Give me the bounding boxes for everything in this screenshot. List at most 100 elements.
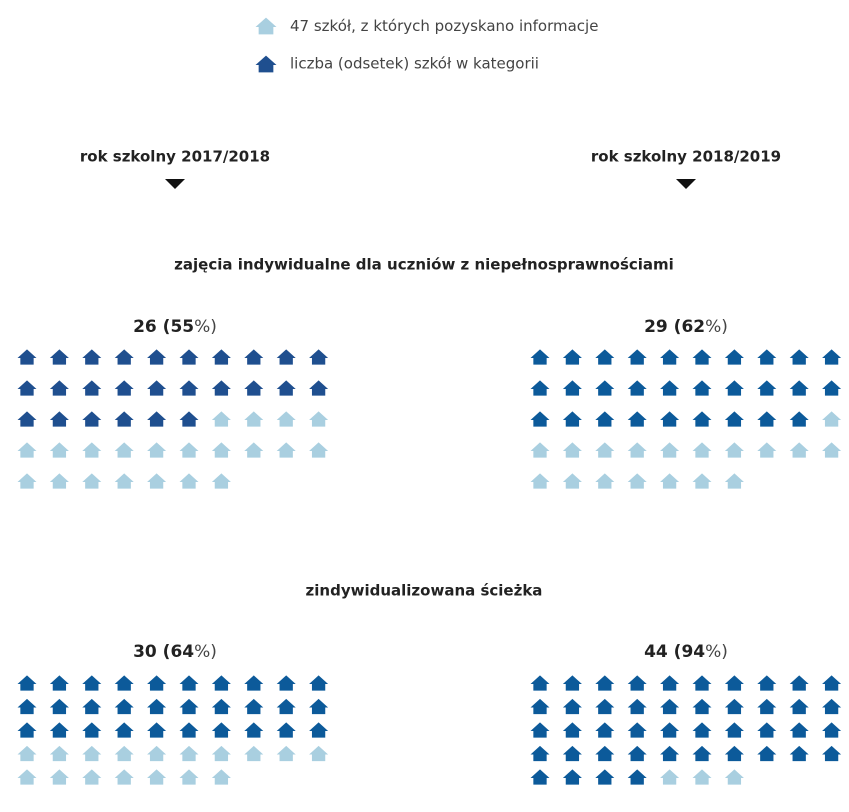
school-icon [17, 380, 37, 396]
school-icon [211, 698, 231, 715]
school-icon [562, 349, 582, 365]
school-icon [789, 722, 809, 738]
school-icon [595, 745, 615, 762]
school-icon [244, 349, 264, 365]
year-header: rok szkolny 2017/2018 [80, 148, 270, 166]
school-icon [660, 473, 680, 489]
panel-label: 26 (55%) [133, 317, 217, 337]
school-icon [724, 722, 744, 738]
school-icon [147, 769, 167, 785]
school-icon [49, 722, 69, 738]
school-icon [692, 411, 712, 427]
school-icon [724, 442, 744, 458]
school-icon [17, 722, 37, 738]
school-icon [114, 411, 134, 427]
school-icon [49, 442, 69, 458]
arrow [676, 179, 696, 189]
percent: 55 [170, 317, 194, 337]
school-icon [530, 675, 550, 691]
school-icon [595, 769, 615, 785]
school-icon [692, 698, 712, 715]
paren: ) [210, 317, 217, 337]
school-icon [724, 473, 744, 489]
school-icon [562, 745, 582, 762]
school-icon [82, 769, 102, 785]
school-icon [114, 473, 134, 489]
school-icon [244, 675, 264, 691]
school-icon [822, 380, 842, 396]
school-icon [789, 442, 809, 458]
school-icon [309, 675, 329, 691]
school-icon [114, 698, 134, 715]
school-icon [276, 745, 296, 762]
school-icon [49, 675, 69, 691]
school-icon [179, 349, 199, 365]
school-icon [147, 698, 167, 715]
school-icon [82, 349, 102, 365]
school-icon [244, 698, 264, 715]
school-icon [17, 745, 37, 762]
paren: ( [668, 317, 682, 337]
school-icon [114, 349, 134, 365]
school-icon [276, 698, 296, 715]
school-icon [82, 380, 102, 396]
school-icon [724, 745, 744, 762]
school-icon [530, 698, 550, 715]
school-icon [147, 675, 167, 691]
count: 29 [644, 317, 668, 337]
school-icon [276, 380, 296, 396]
school-icon [724, 675, 744, 691]
school-icon [789, 675, 809, 691]
percent-sign: % [194, 317, 210, 337]
school-icon [627, 698, 647, 715]
count: 44 [644, 642, 668, 662]
paren: ( [157, 642, 171, 662]
school-icon [179, 442, 199, 458]
school-icon [822, 722, 842, 738]
school-icon [822, 442, 842, 458]
count: 26 [133, 317, 157, 337]
count: 30 [133, 642, 157, 662]
school-icon [562, 769, 582, 785]
school-icon [660, 349, 680, 365]
school-icon [17, 442, 37, 458]
school-icon [309, 442, 329, 458]
school-icon [49, 769, 69, 785]
school-icon [17, 473, 37, 489]
school-icon [244, 745, 264, 762]
school-icon [595, 411, 615, 427]
school-icon [692, 745, 712, 762]
school-icon [147, 745, 167, 762]
school-icon [595, 349, 615, 365]
school-icon [17, 349, 37, 365]
school-icon [692, 769, 712, 785]
percent-sign: % [705, 317, 721, 337]
year-header: rok szkolny 2018/2019 [591, 148, 781, 166]
school-icon [660, 675, 680, 691]
school-icon [147, 349, 167, 365]
percent-sign: % [194, 642, 210, 662]
school-icon [724, 769, 744, 785]
school-icon [627, 473, 647, 489]
school-icon [692, 380, 712, 396]
school-icon [562, 722, 582, 738]
school-icon [692, 675, 712, 691]
school-icon [627, 769, 647, 785]
section-title: zajęcia indywidualne dla uczniów z niepe… [174, 256, 674, 274]
panel-label: 30 (64%) [133, 642, 217, 662]
legend-total-number: 47 [290, 17, 309, 35]
school-icon [244, 442, 264, 458]
school-icon [179, 698, 199, 715]
school-icon [595, 442, 615, 458]
school-icon [276, 349, 296, 365]
legend-total: 47 szkół, z których pozyskano informacje [290, 17, 598, 35]
school-icon [757, 411, 777, 427]
school-icon [179, 675, 199, 691]
school-icon [530, 722, 550, 738]
school-icon [660, 442, 680, 458]
school-icon [82, 473, 102, 489]
percent: 62 [681, 317, 705, 337]
school-icon [211, 349, 231, 365]
legend-category: liczba (odsetek) szkół w kategorii [290, 55, 539, 73]
panel-label: 44 (94%) [644, 642, 728, 662]
